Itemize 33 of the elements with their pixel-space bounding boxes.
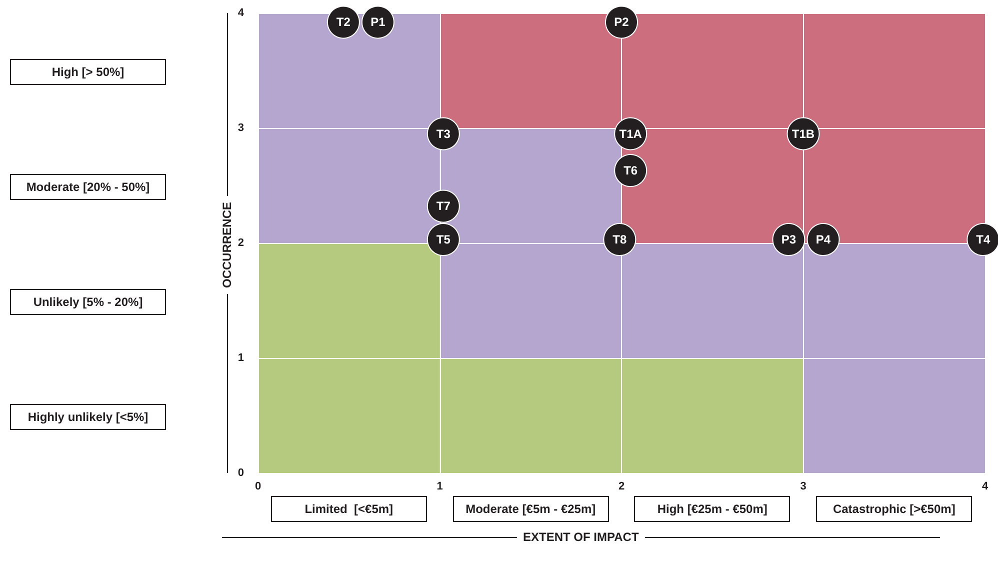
text: Unlikely [5% - 20%] (10, 288, 166, 314)
x-tick-label: 3 (800, 480, 806, 492)
series-label: T7 (436, 199, 451, 214)
y-tick-label: 2 (238, 237, 244, 249)
text: Limited [<€5m] (270, 496, 427, 522)
text: High [€25m - €50m] (634, 496, 790, 522)
y-tick-label: 3 (238, 122, 244, 134)
x-tick-label: 2 (618, 480, 625, 492)
x-tick-label: 0 (254, 480, 262, 492)
y-tick-label: 0 (238, 467, 244, 479)
y-axis-title: OCCURRENCE (220, 196, 234, 294)
series-label: T2 (336, 15, 351, 30)
series-label: T3 (436, 126, 451, 141)
series-label: T6 (624, 164, 638, 178)
y-tick-label: 4 (238, 7, 245, 19)
series-label: T5 (436, 232, 451, 247)
text: High [> 50%] (10, 58, 166, 84)
series-label: T8 (612, 232, 628, 247)
text: Moderate [20% - 50%] (10, 174, 166, 200)
x-tick-label: 1 (436, 480, 443, 492)
text: Highly unlikely [<5%] (10, 404, 166, 430)
series-label: P2 (614, 15, 630, 30)
text: Moderate [€5m - €25m] (452, 496, 609, 522)
x-axis-title: EXTENT OF IMPACT (517, 530, 645, 544)
series-label: P1 (370, 15, 386, 30)
series-label: P3 (781, 232, 796, 247)
series-label: T1A (619, 126, 642, 141)
x-tick-label: 4 (982, 480, 989, 492)
text: Catastrophic [>€50m] (816, 496, 972, 522)
y-tick-label: 1 (238, 352, 244, 364)
series-label: T4 (976, 232, 991, 247)
series-label: T1B (792, 126, 815, 141)
series-label: P4 (816, 232, 831, 247)
